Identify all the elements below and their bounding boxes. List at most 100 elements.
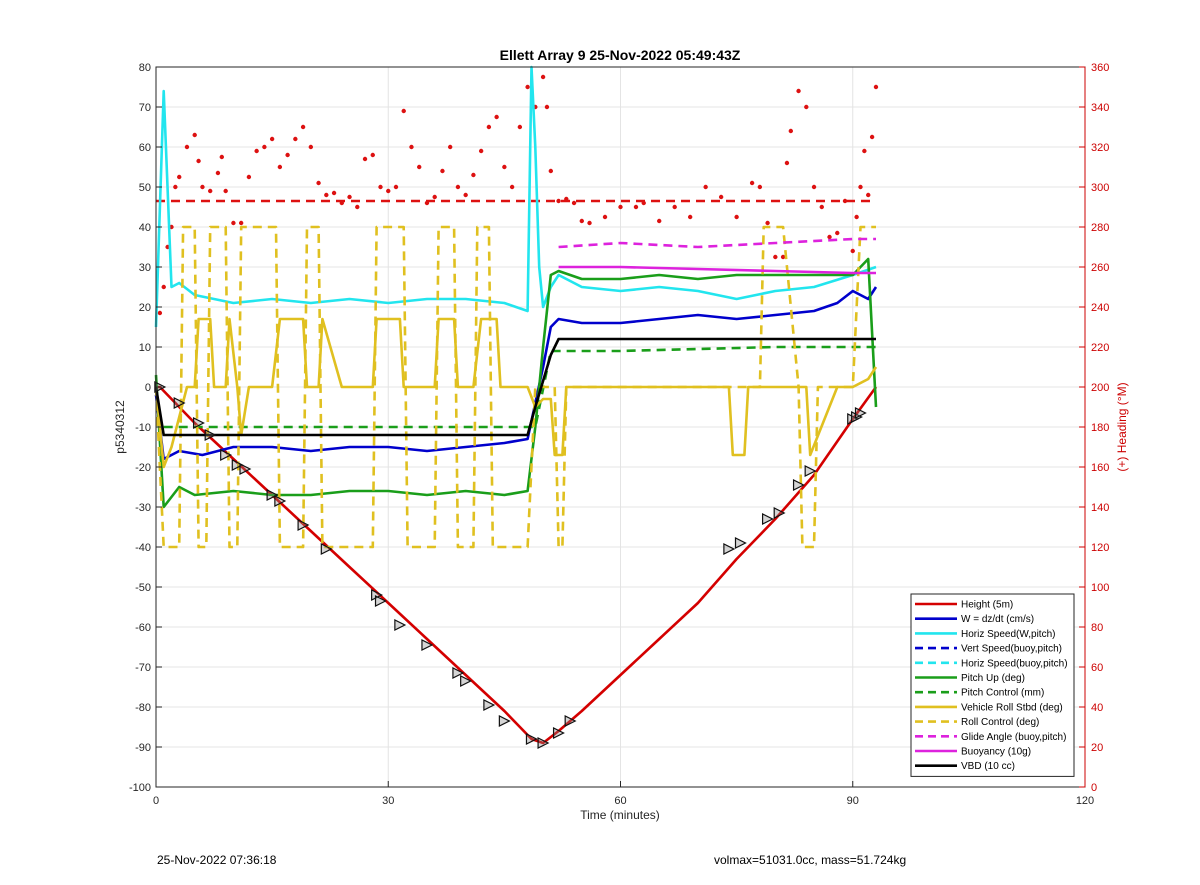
y2-tick-label: 40 xyxy=(1091,702,1103,714)
heading-point xyxy=(618,204,623,210)
heading-point xyxy=(827,234,832,240)
y2-tick-label: 100 xyxy=(1091,582,1109,594)
heading-point xyxy=(308,144,314,150)
y2-tick-label: 240 xyxy=(1091,302,1109,314)
y2-tick-label: 220 xyxy=(1091,342,1109,354)
y-tick-label: -60 xyxy=(135,622,151,634)
triangle-marker xyxy=(297,519,310,531)
heading-point xyxy=(703,184,708,190)
heading-point xyxy=(417,164,422,170)
y2-tick-label: 340 xyxy=(1091,102,1109,114)
heading-point xyxy=(835,230,840,236)
heading-point xyxy=(207,188,213,194)
chart-title: Ellett Array 9 25-Nov-2022 05:49:43Z xyxy=(500,47,741,63)
heading-point xyxy=(509,184,515,190)
y2-tick-label: 160 xyxy=(1091,462,1109,474)
heading-point xyxy=(788,128,794,134)
y-tick-label: -30 xyxy=(135,502,151,514)
heading-point xyxy=(157,310,163,316)
heading-point xyxy=(602,214,608,220)
heading-point xyxy=(293,136,298,142)
heading-point xyxy=(432,194,437,200)
y2-tick-label: 360 xyxy=(1091,62,1109,74)
y2-tick-label: 120 xyxy=(1091,542,1109,554)
x-tick-label: 0 xyxy=(153,795,159,807)
heading-point xyxy=(556,198,561,204)
heading-point xyxy=(331,190,337,196)
heading-point xyxy=(548,168,554,174)
heading-point xyxy=(796,88,801,94)
heading-point xyxy=(463,192,468,198)
heading-point xyxy=(324,192,329,198)
y-tick-label: 10 xyxy=(139,342,151,354)
legend-entry: Horiz Speed(W,pitch) xyxy=(961,629,1055,640)
triangle-marker xyxy=(552,727,565,739)
heading-point xyxy=(478,148,484,154)
heading-point xyxy=(173,184,178,190)
series-line-buoyancy-10g xyxy=(558,265,876,275)
legend-entry: Buoyancy (10g) xyxy=(961,747,1031,758)
heading-point xyxy=(862,148,867,154)
triangle-marker xyxy=(421,639,434,651)
y-tick-label: -80 xyxy=(135,702,151,714)
y2-tick-label: 0 xyxy=(1091,782,1097,794)
heading-point xyxy=(866,192,871,198)
y-tick-label: 70 xyxy=(139,102,151,114)
heading-point xyxy=(494,114,499,120)
heading-point xyxy=(819,204,824,210)
series-line-pitch-up-deg xyxy=(154,257,878,509)
triangle-marker xyxy=(854,407,867,419)
y2-tick-label: 260 xyxy=(1091,262,1109,274)
heading-point xyxy=(579,218,584,224)
heading-point xyxy=(192,132,197,138)
heading-point xyxy=(196,158,201,164)
series-line-glide-angle-buoy-pitch xyxy=(558,237,876,249)
y2-tick-label: 200 xyxy=(1091,382,1109,394)
heading-point xyxy=(401,108,406,114)
heading-point xyxy=(424,200,430,206)
triangle-marker xyxy=(192,417,205,429)
triangle-marker xyxy=(371,589,383,601)
heading-point xyxy=(223,188,228,194)
heading-point xyxy=(773,254,778,260)
y-tick-label: 40 xyxy=(139,222,151,234)
y-tick-label: -50 xyxy=(135,582,151,594)
heading-point xyxy=(215,170,221,176)
heading-point xyxy=(339,200,344,206)
heading-point xyxy=(378,184,383,190)
heading-point xyxy=(749,180,755,186)
heading-point xyxy=(873,84,879,90)
legend-entry: Horiz Speed(buoy,pitch) xyxy=(961,658,1068,669)
triangle-marker xyxy=(734,537,747,549)
heading-point xyxy=(362,156,368,162)
footer-timestamp: 25-Nov-2022 07:36:18 xyxy=(157,853,277,867)
y-axis-label: p5340312 xyxy=(113,400,127,454)
legend-entry: Pitch Up (deg) xyxy=(961,673,1025,684)
triangle-marker xyxy=(204,429,217,441)
triangle-marker xyxy=(804,465,817,477)
triangle-marker xyxy=(537,737,550,749)
heading-point xyxy=(316,180,321,186)
y-tick-label: -100 xyxy=(129,782,151,794)
heading-point xyxy=(517,124,523,130)
y2-tick-label: 180 xyxy=(1091,422,1109,434)
legend-entry: Vert Speed(buoy,pitch) xyxy=(961,644,1062,655)
heading-point xyxy=(502,164,507,170)
triangle-marker xyxy=(723,543,736,555)
heading-point xyxy=(571,200,577,206)
series-line-horiz-speed-w-pitch xyxy=(154,65,877,328)
heading-point xyxy=(854,214,859,220)
series-line-roll-control-deg xyxy=(154,225,876,549)
heading-point xyxy=(811,184,817,190)
triangle-marker xyxy=(498,715,511,727)
heading-point xyxy=(757,184,763,190)
heading-point xyxy=(386,188,391,194)
legend: Height (5m) W = dz/dt (cm/s) Horiz Speed(W… xyxy=(910,593,1075,777)
legend-entry: Glide Angle (buoy,pitch) xyxy=(961,732,1066,743)
y-tick-label: -70 xyxy=(135,662,151,674)
triangle-marker xyxy=(564,715,577,727)
heading-point xyxy=(300,124,306,130)
y-tick-label: 80 xyxy=(139,62,151,74)
legend-entry: Roll Control (deg) xyxy=(961,717,1039,728)
triangle-marker xyxy=(320,543,333,555)
